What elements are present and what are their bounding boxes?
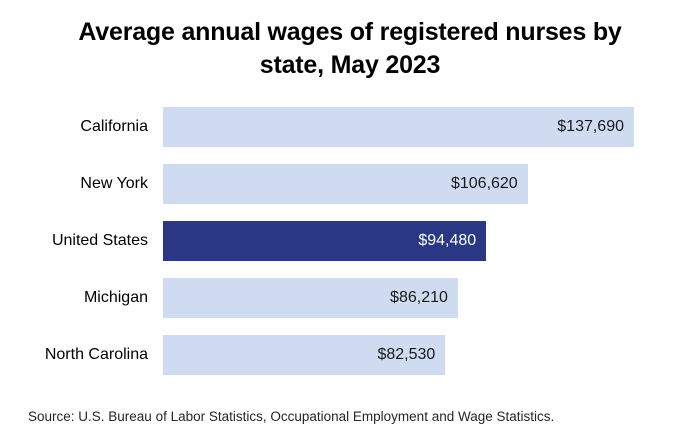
bar-value: $82,530 — [377, 346, 436, 363]
bar: $137,690 — [163, 107, 634, 147]
bar-track: $106,620 — [163, 164, 634, 204]
bar-label: California — [80, 118, 148, 135]
bar: $82,530 — [163, 335, 446, 375]
source-note: Source: U.S. Bureau of Labor Statistics,… — [28, 409, 555, 424]
bar-track: $137,690 — [163, 107, 634, 147]
bar-value: $86,210 — [390, 289, 448, 306]
bar-label: United States — [51, 232, 148, 249]
bar: $106,620 — [163, 164, 528, 204]
bar-label: New York — [80, 175, 148, 192]
bar: $86,210 — [163, 278, 458, 318]
bar-value: $137,690 — [557, 118, 624, 135]
bar-label: North Carolina — [44, 346, 148, 363]
chart-title-line-1: Average annual wages of registered nurse… — [78, 18, 622, 46]
bar-row: California $137,690 — [0, 107, 634, 147]
bar-track: $82,530 — [163, 335, 634, 375]
bar: $94,480 — [163, 221, 487, 261]
bar-chart: California $137,690 New York $106,620 Un… — [0, 107, 700, 375]
bar-value: $106,620 — [450, 175, 518, 192]
bar-label: Michigan — [83, 289, 148, 306]
bar-row: New York $106,620 — [0, 164, 634, 204]
bar-row: North Carolina $82,530 — [0, 335, 634, 375]
chart-title-line-2: state, May 2023 — [259, 51, 441, 79]
chart-title: Average annual wages of registered nurse… — [0, 0, 700, 82]
bar-row: United States $94,480 — [0, 221, 634, 261]
bar-track: $86,210 — [163, 278, 634, 318]
bar-row: Michigan $86,210 — [0, 278, 634, 318]
bar-track: $94,480 — [163, 221, 634, 261]
bar-value: $94,480 — [418, 232, 477, 249]
